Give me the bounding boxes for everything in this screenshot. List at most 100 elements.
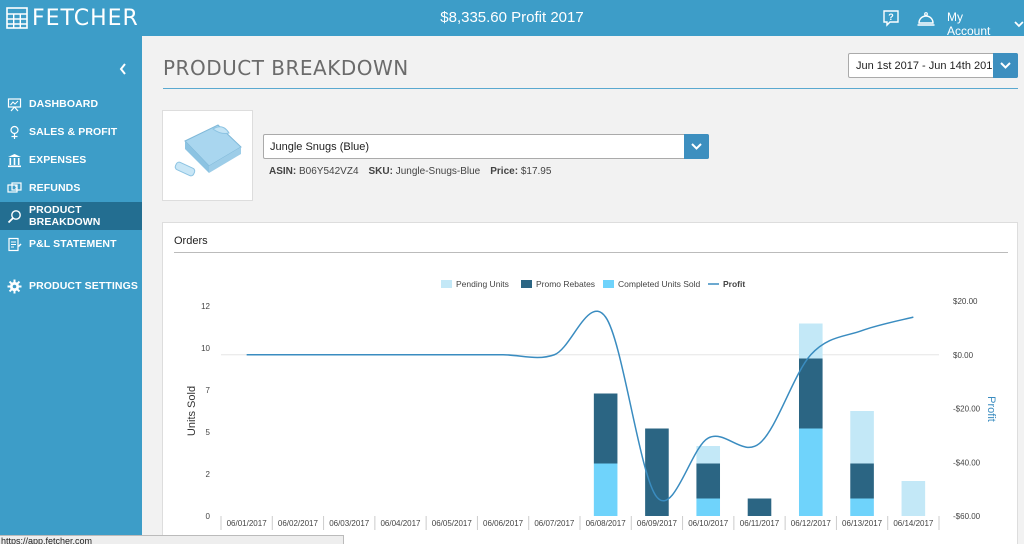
- product-blanket-image: [174, 124, 242, 177]
- x-tick-label: 06/02/2017: [278, 519, 319, 528]
- x-tick-label: 06/09/2017: [637, 519, 678, 528]
- x-tick-label: 06/13/2017: [842, 519, 883, 528]
- sidebar-item-product-breakdown[interactable]: PRODUCT BREAKDOWN: [0, 202, 142, 230]
- bar-promo-rebates: [798, 358, 823, 429]
- account-label: My Account: [947, 10, 991, 38]
- y2-tick-label: -$20.00: [953, 405, 981, 414]
- x-tick-label: 06/10/2017: [688, 519, 729, 528]
- orders-chart: 06/01/2017 06/02/2017 06/03/2017 06/04/2017…: [186, 279, 997, 530]
- refunds-icon: $: [7, 181, 22, 193]
- product-select-value: Jungle Snugs (Blue): [270, 141, 370, 153]
- x-tick-label: 06/14/2017: [893, 519, 934, 528]
- legend-swatch: [441, 280, 452, 288]
- bar-promo-rebates: [696, 463, 721, 499]
- legend-label: Profit: [723, 279, 745, 289]
- legend-label: Promo Rebates: [536, 279, 595, 289]
- x-tick-label: 06/07/2017: [534, 519, 575, 528]
- orders-panel: Orders: [162, 222, 1018, 544]
- sidebar-item-product-settings[interactable]: PRODUCT SETTINGS: [0, 272, 142, 300]
- dashboard-icon: [7, 97, 22, 111]
- service-bell-icon[interactable]: [916, 8, 936, 28]
- bar-completed-units-sold: [696, 498, 721, 516]
- bar-promo-rebates: [747, 498, 772, 516]
- bar-pending-units: [850, 411, 874, 464]
- y-axis-label: Units Sold: [186, 386, 198, 436]
- collapse-sidebar-icon[interactable]: [118, 62, 128, 76]
- logo[interactable]: FETCHER: [6, 4, 139, 32]
- bar-pending-units: [901, 481, 926, 516]
- sidebar-item-sales-profit[interactable]: SALES & PROFIT: [0, 118, 142, 146]
- bar-promo-rebates: [850, 463, 874, 499]
- y2-axis-label: Profit: [985, 396, 997, 422]
- legend-swatch: [521, 280, 532, 288]
- profit-summary: $8,335.60 Profit 2017: [440, 9, 584, 26]
- bar-pending-units: [798, 323, 823, 359]
- legend-label: Completed Units Sold: [618, 279, 700, 289]
- price-info: Price: $17.95: [490, 166, 551, 177]
- price-label: Price:: [490, 166, 519, 177]
- sku-value: Jungle-Snugs-Blue: [395, 166, 481, 177]
- bar-promo-rebates: [645, 428, 669, 516]
- x-tick-label: 06/12/2017: [791, 519, 832, 528]
- legend-label: Pending Units: [456, 279, 509, 289]
- product-dropdown-button[interactable]: [684, 134, 709, 159]
- bar-completed-units-sold: [798, 428, 823, 516]
- bar-pending-units: [696, 446, 721, 464]
- sidebar-item-label: EXPENSES: [29, 154, 87, 166]
- sku-label: SKU:: [368, 166, 393, 177]
- sidebar-item-refunds[interactable]: $ REFUNDS: [0, 174, 142, 202]
- date-range-dropdown-button[interactable]: [993, 53, 1018, 78]
- sidebar-nav: DASHBOARD SALES & PROFIT EXPENSES $ REFU…: [0, 90, 142, 300]
- statement-icon: [8, 237, 22, 251]
- asin-label: ASIN:: [269, 166, 297, 177]
- asin-value: B06Y542VZ4: [299, 166, 359, 177]
- chevron-down-icon: [691, 143, 702, 150]
- y-tick-label: 12: [201, 302, 210, 311]
- sidebar-item-label: PRODUCT BREAKDOWN: [29, 204, 101, 228]
- y2-tick-label: $20.00: [953, 297, 978, 306]
- product-select[interactable]: Jungle Snugs (Blue): [263, 134, 709, 159]
- help-icon[interactable]: ?: [882, 9, 900, 27]
- sidebar-item-pl-statement[interactable]: P&L STATEMENT: [0, 230, 142, 258]
- sidebar-item-expenses[interactable]: EXPENSES: [0, 146, 142, 174]
- orders-panel-title: Orders: [174, 235, 208, 247]
- svg-text:$: $: [15, 184, 18, 190]
- sku-info: SKU: Jungle-Snugs-Blue: [369, 166, 481, 177]
- asin-info: ASIN: B06Y542VZ4: [269, 166, 359, 177]
- x-tick-label: 06/06/2017: [483, 519, 524, 528]
- orders-panel-divider: [174, 252, 1008, 253]
- status-bar-url: https://app.fetcher.com: [0, 535, 344, 544]
- title-divider: [163, 88, 1018, 89]
- date-range-value: Jun 1st 2017 - Jun 14th 2017: [856, 60, 999, 72]
- money-bag-icon: [10, 125, 19, 139]
- chevron-down-icon: [1000, 62, 1011, 69]
- sidebar: DASHBOARD SALES & PROFIT EXPENSES $ REFU…: [0, 36, 142, 544]
- y-tick-label: 2: [206, 470, 211, 479]
- bar-promo-rebates: [593, 393, 618, 464]
- x-tick-label: 06/01/2017: [227, 519, 268, 528]
- search-icon: [7, 209, 21, 223]
- sidebar-item-label: PRODUCT SETTINGS: [29, 280, 138, 292]
- sidebar-spacer: [0, 258, 142, 272]
- y2-tick-label: $0.00: [953, 351, 974, 360]
- logo-text: FETCHER: [32, 5, 139, 31]
- sidebar-item-label: REFUNDS: [29, 182, 81, 194]
- bar-completed-units-sold: [593, 463, 618, 516]
- legend-swatch: [603, 280, 614, 288]
- gear-icon: [7, 279, 22, 293]
- my-account-menu[interactable]: My Account: [947, 10, 1024, 38]
- expenses-icon: [8, 153, 21, 167]
- product-meta: ASIN: B06Y542VZ4 SKU: Jungle-Snugs-Blue …: [269, 166, 551, 177]
- price-value: $17.95: [520, 166, 552, 177]
- y-tick-label: 10: [201, 344, 210, 353]
- bar-completed-units-sold: [850, 498, 874, 516]
- y2-tick-label: -$40.00: [953, 458, 981, 467]
- x-tick-label: 06/11/2017: [740, 519, 780, 528]
- chevron-down-icon: [1014, 20, 1024, 27]
- date-range-select[interactable]: Jun 1st 2017 - Jun 14th 2017: [848, 53, 1018, 78]
- x-tick-label: 06/03/2017: [329, 519, 370, 528]
- sidebar-item-dashboard[interactable]: DASHBOARD: [0, 90, 142, 118]
- y-tick-label: 0: [206, 512, 211, 521]
- product-image: [162, 110, 253, 201]
- profit-line: [246, 310, 914, 502]
